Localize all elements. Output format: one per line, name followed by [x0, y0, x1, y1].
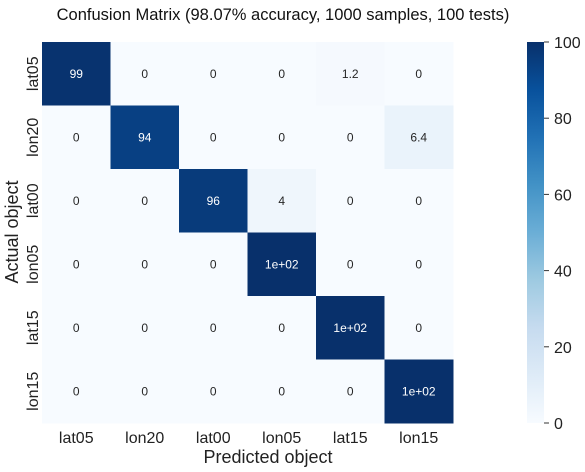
heatmap-cell: [179, 42, 248, 106]
cell-value-label: 94: [138, 130, 152, 144]
heatmap-cell: [384, 42, 454, 106]
cell-value-label: 0: [278, 67, 285, 81]
heatmap-cell: [110, 296, 180, 360]
x-tick-label: lon20: [125, 430, 164, 447]
heatmap-cell: [247, 42, 317, 106]
cell-value-label: 0: [73, 194, 80, 208]
heatmap-cell: [247, 169, 317, 233]
heatmap-cell: [384, 359, 454, 424]
heatmap-cell: [42, 359, 111, 424]
cell-value-label: 0: [278, 130, 285, 144]
cell-value-label: 0: [210, 321, 217, 335]
colorbar-tick-label: 40: [554, 264, 572, 281]
cell-value-label: 0: [73, 321, 80, 335]
heatmap-cell: [42, 232, 111, 297]
heatmap-cell: [247, 296, 317, 360]
cell-value-label: 0: [415, 67, 422, 81]
x-tick-labels: lat05 lon20 lat00 lon05 lat15 lon15: [59, 430, 439, 447]
heatmap-cell: [42, 105, 111, 170]
cell-value-label: 1e+02: [402, 384, 436, 398]
cell-value-label: 0: [347, 257, 354, 271]
cell-value-label: 6.4: [410, 130, 427, 144]
x-tick-label: lat15: [333, 430, 368, 447]
cell-value-label: 0: [278, 321, 285, 335]
x-tick-label: lon15: [399, 430, 438, 447]
cell-value-label: 0: [210, 130, 217, 144]
colorbar: [527, 42, 544, 423]
y-axis-label: Actual object: [2, 180, 22, 283]
heatmap-cell: [316, 296, 385, 360]
heatmap-cells: 99 0 0 0 1.2 0 0 94 0 0 0 6.4 0 0 96 4 0 0 0 0 0 1e+02 0 0 0 0 0 0 1…: [42, 42, 454, 424]
cell-value-label: 1e+02: [265, 257, 299, 271]
heatmap-cell: [110, 42, 180, 106]
cell-value-label: 0: [141, 67, 148, 81]
cell-value-label: 0: [73, 130, 80, 144]
y-tick-label: lat15: [25, 310, 42, 345]
colorbar-tick-label: 20: [554, 340, 572, 357]
cell-value-label: 0: [141, 384, 148, 398]
cell-value-label: 0: [141, 194, 148, 208]
heatmap-cell: [316, 42, 385, 106]
heatmap-cell: [179, 359, 248, 424]
y-tick-label: lat05: [25, 56, 42, 91]
heatmap-cell: [179, 232, 248, 297]
cell-value-label: 96: [207, 194, 221, 208]
y-tick-label: lon20: [25, 118, 42, 157]
x-tick-label: lat05: [59, 430, 94, 447]
cell-value-label: 0: [210, 67, 217, 81]
heatmap-cell: [179, 296, 248, 360]
cell-value-label: 0: [347, 130, 354, 144]
cell-value-label: 0: [141, 321, 148, 335]
heatmap-cell: [42, 169, 111, 233]
heatmap-cell: [316, 105, 385, 170]
heatmap-cell: [110, 169, 180, 233]
colorbar-ticks: 0 20 40 60 80 100: [544, 35, 581, 433]
y-tick-label: lon15: [25, 372, 42, 411]
x-tick-label: lon05: [262, 430, 301, 447]
colorbar-tick-label: 100: [554, 35, 581, 52]
heatmap-cell: [179, 105, 248, 170]
heatmap-cell: [110, 105, 180, 170]
heatmap-cell: [384, 232, 454, 297]
cell-value-label: 0: [347, 194, 354, 208]
heatmap-cell: [316, 359, 385, 424]
cell-value-label: 0: [73, 384, 80, 398]
chart-title: Confusion Matrix (98.07% accuracy, 1000 …: [57, 6, 510, 24]
heatmap-cell: [110, 359, 180, 424]
cell-value-label: 0: [415, 321, 422, 335]
heatmap-cell: [179, 169, 248, 233]
cell-value-label: 0: [415, 257, 422, 271]
colorbar-tick-label: 0: [554, 416, 563, 433]
cell-value-label: 99: [70, 67, 84, 81]
heatmap-cell: [384, 105, 454, 170]
cell-value-label: 4: [278, 194, 285, 208]
heatmap-cell: [316, 232, 385, 297]
cell-value-label: 0: [210, 257, 217, 271]
y-tick-label: lon05: [25, 245, 42, 284]
x-axis-label: Predicted object: [203, 447, 332, 467]
x-tick-label: lat00: [196, 430, 231, 447]
heatmap-cell: [247, 232, 317, 297]
heatmap-cell: [247, 105, 317, 170]
colorbar-tick-label: 80: [554, 111, 572, 128]
cell-value-label: 0: [415, 194, 422, 208]
heatmap-cell: [384, 169, 454, 233]
cell-value-label: 0: [347, 384, 354, 398]
heatmap-cell: [316, 169, 385, 233]
cell-value-label: 0: [210, 384, 217, 398]
cell-value-label: 1e+02: [333, 321, 367, 335]
colorbar-tick-label: 60: [554, 187, 572, 204]
heatmap-cell: [110, 232, 180, 297]
heatmap-cell: [384, 296, 454, 360]
cell-value-label: 1.2: [342, 67, 359, 81]
y-tick-label: lat00: [25, 183, 42, 218]
cell-value-label: 0: [278, 384, 285, 398]
heatmap-cell: [42, 42, 111, 106]
heatmap-cell: [247, 359, 317, 424]
heatmap-cell: [42, 296, 111, 360]
y-tick-labels: lat05 lon20 lat00 lon05 lat15 lon15: [25, 56, 42, 411]
cell-value-label: 0: [141, 257, 148, 271]
cell-value-label: 0: [73, 257, 80, 271]
